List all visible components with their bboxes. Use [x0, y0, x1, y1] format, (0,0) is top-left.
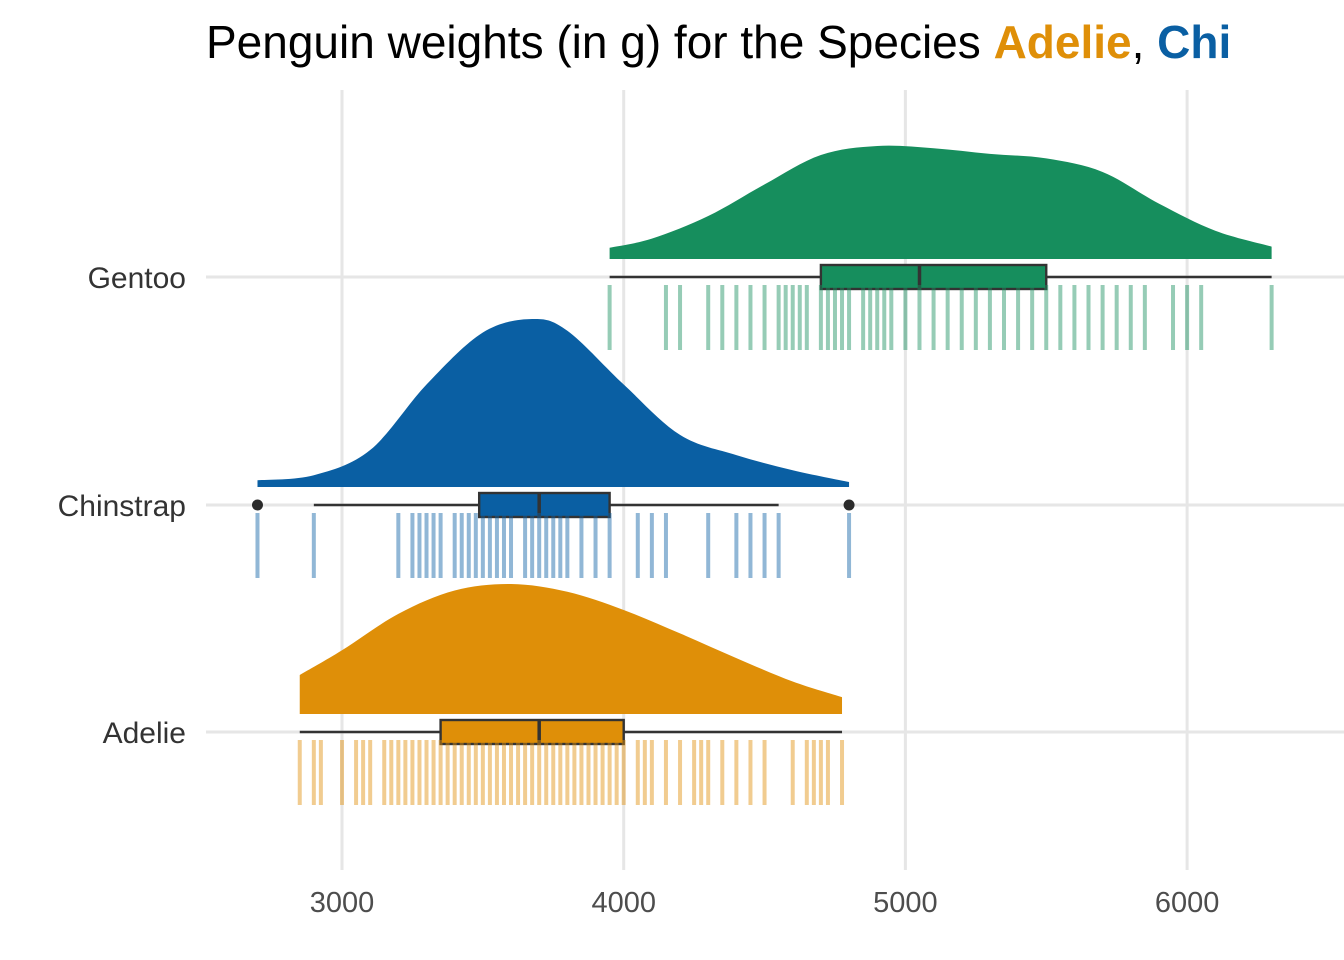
marks-layer — [251, 145, 1274, 805]
x-tick-label-4000: 4000 — [591, 887, 656, 919]
box-adelie — [439, 718, 625, 746]
box-gentoo — [819, 263, 1048, 291]
axis-layer: 3000 4000 5000 6000 Adelie Chinstrap Gentoo — [58, 262, 1220, 919]
density-chinstrap — [257, 318, 850, 487]
category-label-adelie: Adelie — [103, 717, 186, 750]
category-label-gentoo: Gentoo — [88, 262, 186, 295]
title-prefix: Penguin weights (in g) for the Species — [206, 16, 994, 68]
density-gentoo — [609, 145, 1272, 259]
title-species-adelie: Adelie — [994, 16, 1132, 68]
outlier-chinstrap-0 — [251, 499, 263, 511]
x-tick-label-3000: 3000 — [310, 887, 375, 919]
title-separator: , — [1132, 16, 1158, 68]
x-tick-label-6000: 6000 — [1155, 887, 1220, 919]
x-tick-label-5000: 5000 — [873, 887, 938, 919]
title-species-chinstrap: Chi — [1157, 16, 1231, 68]
category-label-chinstrap: Chinstrap — [58, 490, 186, 523]
density-adelie — [299, 583, 843, 714]
box-chinstrap — [477, 491, 611, 519]
chart-title: Penguin weights (in g) for the Species A… — [206, 16, 1231, 68]
outlier-chinstrap-1 — [843, 499, 855, 511]
